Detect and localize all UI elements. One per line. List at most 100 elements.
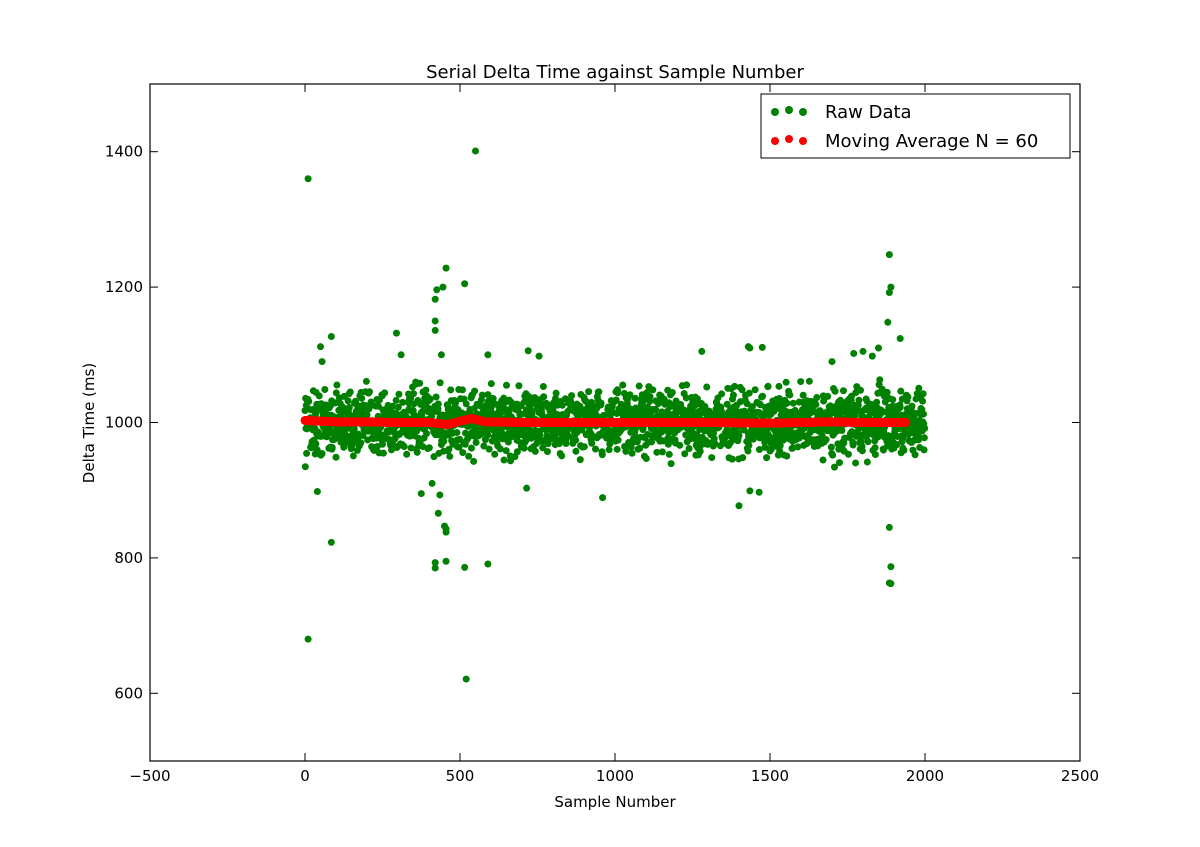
raw-data-point xyxy=(668,389,676,397)
raw-data-point xyxy=(919,410,927,418)
legend-marker-raw xyxy=(785,106,793,114)
raw-data-point xyxy=(597,399,605,407)
raw-data-point xyxy=(491,450,499,458)
raw-data-point xyxy=(871,451,879,459)
raw-data-point xyxy=(863,458,871,466)
raw-data-point xyxy=(528,411,536,419)
y-tick-label: 800 xyxy=(114,549,143,567)
raw-data-point xyxy=(303,449,311,457)
raw-data-point xyxy=(425,444,433,452)
raw-data-point xyxy=(755,446,763,454)
raw-data-point xyxy=(904,393,912,401)
raw-data-point xyxy=(761,443,769,451)
raw-data-point xyxy=(487,404,495,412)
raw-data-point xyxy=(440,437,448,445)
raw-data-point xyxy=(410,390,417,398)
raw-data-point xyxy=(465,452,473,460)
raw-data-point xyxy=(446,452,454,460)
raw-data-point xyxy=(327,538,335,546)
raw-data-point xyxy=(503,381,510,389)
raw-data-point xyxy=(373,443,381,451)
raw-data-point xyxy=(911,451,919,459)
raw-data-point xyxy=(776,442,784,450)
raw-data-point xyxy=(531,447,539,455)
raw-data-point xyxy=(392,396,400,404)
raw-data-point xyxy=(824,392,832,400)
raw-data-point xyxy=(344,397,352,405)
raw-data-point xyxy=(403,450,411,458)
raw-data-point xyxy=(751,386,759,394)
raw-data-point xyxy=(524,347,532,355)
y-axis-label: Delta Time (ms) xyxy=(80,363,98,483)
raw-data-point xyxy=(896,335,904,343)
raw-data-point xyxy=(619,381,627,389)
raw-data-point xyxy=(399,398,407,406)
raw-data-point xyxy=(875,344,882,352)
raw-data-point xyxy=(827,443,835,451)
raw-data-point xyxy=(442,528,450,536)
raw-data-point xyxy=(447,386,455,394)
raw-data-point xyxy=(429,408,437,416)
raw-data-point xyxy=(423,429,431,437)
raw-data-point xyxy=(472,438,480,446)
chart-title: Serial Delta Time against Sample Number xyxy=(426,62,804,83)
raw-data-point xyxy=(487,380,495,388)
x-tick-label: −500 xyxy=(129,767,170,785)
raw-data-point xyxy=(332,389,340,397)
raw-data-point xyxy=(413,448,421,456)
raw-data-point xyxy=(480,442,488,450)
raw-data-point xyxy=(628,449,636,457)
raw-data-point xyxy=(782,378,790,386)
raw-data-point xyxy=(682,394,690,402)
raw-data-point xyxy=(835,459,843,467)
x-axis-label: Sample Number xyxy=(554,793,676,811)
raw-data-point xyxy=(696,447,704,455)
raw-data-point xyxy=(304,175,312,183)
x-tick-label: 1500 xyxy=(751,767,789,785)
raw-data-point xyxy=(459,449,467,457)
raw-data-point xyxy=(365,388,373,396)
raw-data-point xyxy=(887,580,895,588)
raw-data-point xyxy=(893,441,901,449)
legend-box xyxy=(760,93,1071,159)
raw-data-point xyxy=(605,446,613,454)
raw-data-point xyxy=(461,280,469,288)
raw-data-point xyxy=(743,400,751,408)
raw-data-point xyxy=(812,400,820,408)
raw-data-point xyxy=(667,460,675,468)
raw-data-point xyxy=(462,675,470,683)
raw-data-point xyxy=(387,446,395,454)
raw-data-point xyxy=(558,452,566,460)
raw-data-point xyxy=(500,456,508,464)
raw-data-point xyxy=(708,454,716,462)
raw-data-point xyxy=(543,448,551,456)
raw-data-point xyxy=(820,397,828,405)
raw-data-point xyxy=(919,390,927,398)
raw-data-point xyxy=(426,395,434,403)
raw-data-point xyxy=(434,400,442,408)
raw-data-point xyxy=(763,454,771,462)
legend-label-raw: Raw Data xyxy=(825,102,912,123)
y-tick-label: 1000 xyxy=(105,414,143,432)
raw-data-point xyxy=(746,487,754,495)
raw-data-point xyxy=(783,399,791,407)
raw-data-point xyxy=(799,391,807,399)
raw-data-point xyxy=(614,389,622,397)
y-tick-label: 1400 xyxy=(105,143,143,161)
raw-data-point xyxy=(600,411,608,419)
raw-data-point xyxy=(431,326,439,334)
raw-data-point xyxy=(520,444,528,452)
raw-data-point xyxy=(389,402,397,410)
raw-data-point xyxy=(502,447,510,455)
raw-data-point xyxy=(646,393,654,401)
raw-data-point xyxy=(301,463,309,471)
x-tick-label: 1000 xyxy=(596,767,634,785)
legend-marker-moving-average xyxy=(771,137,779,145)
legend-marker-raw xyxy=(771,108,779,116)
raw-data-point xyxy=(745,441,753,449)
raw-data-point xyxy=(422,386,430,394)
raw-data-point xyxy=(852,459,860,467)
raw-data-point xyxy=(887,283,895,291)
legend-marker-raw xyxy=(799,108,807,116)
raw-data-point xyxy=(858,447,866,455)
